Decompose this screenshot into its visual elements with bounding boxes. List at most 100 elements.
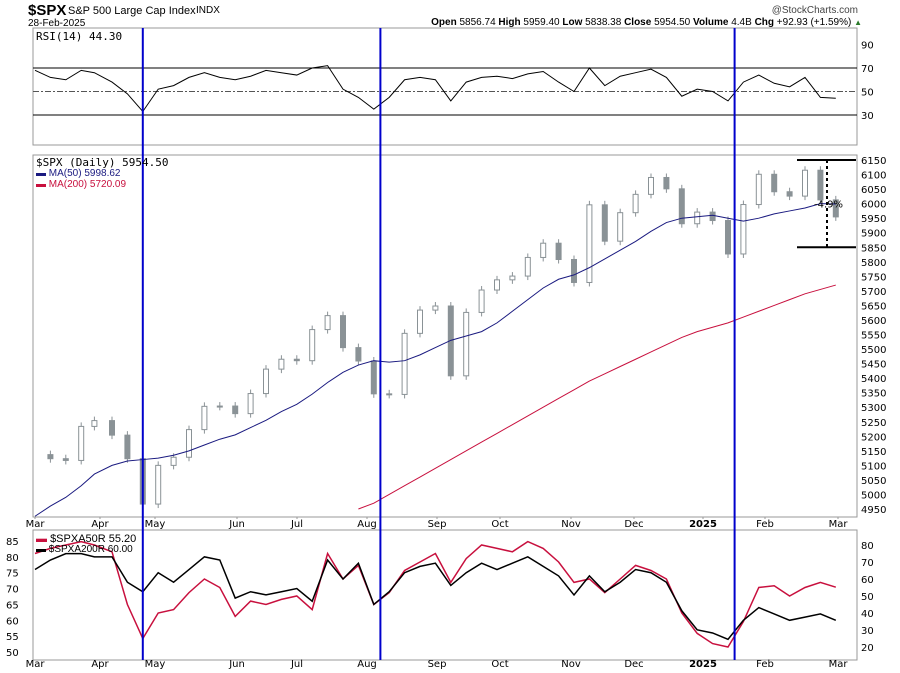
price-tick-label: 6000: [861, 200, 886, 211]
price-candle: [817, 169, 824, 201]
price-tick-label: 5300: [861, 403, 886, 414]
ma50-legend-text: MA(50) 5998.62: [48, 168, 121, 179]
x-tick-label: Oct: [491, 519, 508, 530]
x-tick-label: Oct: [491, 659, 508, 670]
price-candle: [447, 305, 454, 377]
ma200-legend: ▬ MA(200) 5720.09: [36, 179, 127, 190]
price-candle: [694, 211, 701, 225]
breadth-right-tick-label: 30: [861, 626, 874, 637]
price-candle: [478, 289, 485, 313]
x-tick-label: May: [145, 659, 166, 670]
price-tick-label: 5350: [861, 389, 886, 400]
price-tick-label: 5500: [861, 345, 886, 356]
x-tick-label: Jul: [290, 659, 303, 670]
exchange: INDX: [196, 5, 220, 16]
breadth-left-tick-label: 80: [6, 553, 19, 564]
price-candle: [832, 199, 839, 218]
price-candle: [109, 420, 115, 436]
price-tick-label: 5700: [861, 287, 886, 298]
price-candle: [725, 220, 731, 255]
x-tick-label: Mar: [829, 519, 849, 530]
symbol: $SPX: [28, 2, 67, 19]
price-candle: [309, 329, 316, 362]
breadth-left-tick-label: 50: [6, 648, 19, 659]
price-candle: [555, 242, 562, 260]
ma200-line: [358, 284, 836, 510]
rsi-tick-label: 50: [861, 88, 874, 99]
price-tick-label: 5150: [861, 447, 886, 458]
price-tick-label: 5000: [861, 490, 886, 501]
price-candle: [463, 311, 470, 377]
price-candle: [47, 454, 54, 460]
chg-label: Chg: [754, 17, 775, 28]
price-candle: [771, 173, 778, 193]
price-candle: [216, 405, 223, 408]
ma200-legend-text: MA(200) 5720.09: [48, 179, 127, 190]
x-tick-label: Feb: [756, 659, 774, 670]
rsi-tick-label: 70: [861, 64, 874, 75]
price-candle: [401, 332, 408, 395]
price-tick-label: 6050: [861, 185, 886, 196]
price-tick-label: 5100: [861, 461, 886, 472]
close-value: 5954.50: [654, 17, 691, 28]
price-tick-label: 5950: [861, 214, 886, 225]
price-candle: [678, 188, 685, 225]
price-tick-label: 5050: [861, 476, 886, 487]
price-candle: [370, 360, 377, 395]
volume-label: Volume: [693, 17, 729, 28]
price-candle: [755, 173, 762, 206]
price-candle: [417, 309, 423, 334]
panel-frame-0: [32, 27, 858, 146]
price-candle: [186, 429, 192, 458]
open-value: 5856.74: [459, 17, 496, 28]
price-candle: [617, 212, 624, 242]
price-candle: [62, 458, 69, 461]
breadth-right-tick-label: 60: [861, 575, 874, 586]
breadth-left-tick-label: 85: [6, 537, 19, 548]
price-candle: [802, 169, 808, 197]
price-tick-label: 5400: [861, 374, 886, 385]
breadth-left-tick-label: 65: [6, 600, 19, 611]
x-tick-label: 2025: [689, 519, 717, 530]
price-candle: [540, 242, 547, 258]
price-candle: [201, 405, 208, 431]
x-tick-label: Feb: [756, 519, 774, 530]
price-candle: [786, 191, 793, 197]
price-candle: [632, 193, 639, 214]
price-candle: [78, 425, 85, 461]
close-label: Close: [624, 17, 652, 28]
breadth-right-tick-label: 40: [861, 609, 874, 620]
price-candle: [340, 315, 346, 349]
price-candle: [324, 315, 331, 331]
index-name: S&P 500 Large Cap Index: [68, 5, 196, 17]
price-candle: [355, 347, 362, 362]
high-label: High: [498, 17, 521, 28]
breadth-line-spxa50r: [34, 540, 837, 648]
breadth-left-tick-label: 75: [6, 569, 19, 580]
rsi-legend: RSI(14) 44.30: [36, 30, 123, 43]
rsi-line: [34, 65, 836, 113]
a200r-legend-text: $SPXA200R 60.00: [48, 544, 133, 555]
price-candle: [263, 368, 269, 395]
price-candle: [571, 258, 577, 283]
x-tick-label: Apr: [91, 519, 109, 530]
price-legend: $SPX (Daily) 5954.50: [36, 156, 169, 169]
a50r-legend-text: $SPXA50R 55.20: [50, 533, 137, 545]
x-tick-label: Mar: [26, 659, 46, 670]
watermark: @StockCharts.com: [771, 5, 858, 16]
x-tick-label: Aug: [357, 659, 377, 670]
panel-frame-2: [32, 529, 858, 661]
price-tick-label: 6150: [861, 156, 886, 167]
x-tick-label: Dec: [624, 519, 643, 530]
low-label: Low: [562, 17, 583, 28]
panel-frame-1: [32, 154, 858, 518]
x-tick-label: Dec: [624, 659, 643, 670]
ma50-line: [34, 203, 836, 517]
a50r-legend: ▬ $SPXA50R 55.20: [36, 533, 137, 545]
x-tick-label: Jun: [228, 659, 245, 670]
price-candle: [155, 464, 162, 505]
x-tick-label: Nov: [561, 659, 581, 670]
x-tick-label: Sep: [428, 659, 447, 670]
